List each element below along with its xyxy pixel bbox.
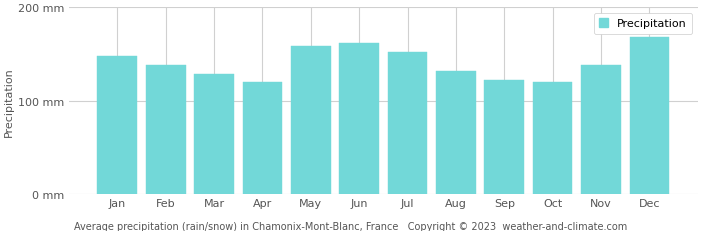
Bar: [388, 53, 428, 194]
Bar: [533, 83, 573, 194]
Bar: [98, 57, 137, 194]
Y-axis label: Precipitation: Precipitation: [4, 67, 14, 136]
Bar: [243, 83, 282, 194]
Bar: [339, 43, 379, 194]
Bar: [436, 71, 476, 194]
Bar: [146, 66, 185, 194]
Bar: [630, 38, 669, 194]
Bar: [194, 75, 234, 194]
Bar: [291, 47, 331, 194]
Bar: [484, 81, 524, 194]
Bar: [581, 66, 621, 194]
Legend: Precipitation: Precipitation: [594, 14, 692, 35]
Text: Average precipitation (rain/snow) in Chamonix-Mont-Blanc, France   Copyright © 2: Average precipitation (rain/snow) in Cha…: [74, 221, 628, 231]
